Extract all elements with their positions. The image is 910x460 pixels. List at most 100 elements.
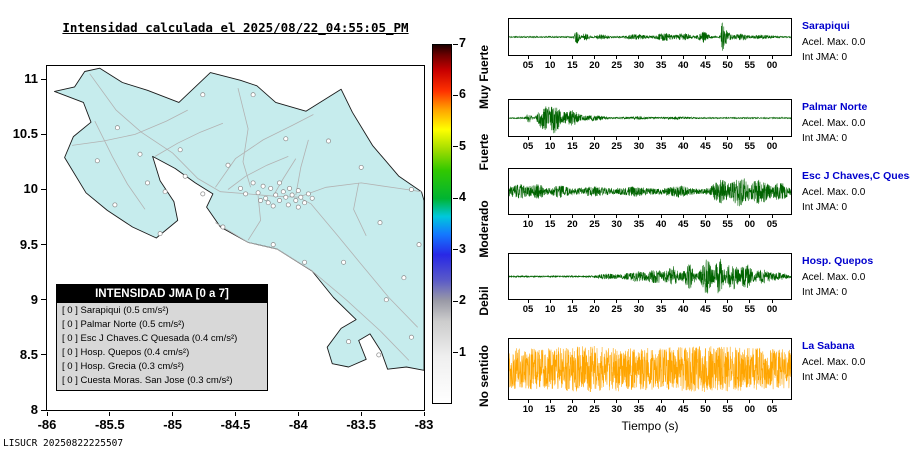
time-tickmark [771,56,773,59]
time-tick-label: 05 [522,60,534,71]
station-dot [268,185,274,191]
station-dot [162,189,168,195]
y-axis-tickmark [41,244,46,246]
time-tickmark [749,56,751,59]
time-tick-label: 35 [655,60,667,71]
road-line [215,222,410,361]
time-tickmark [771,137,773,140]
colorbar-tick-label: 4 [459,190,466,205]
station-dot [302,259,308,265]
legend-intensity-value: [ 0 ] [62,346,81,358]
colorbar-category-label: Fuerte [477,133,491,171]
seismogram-panel-la-sabana: 10 15 20 25 30 35 40 45 50 55 00 05 La Sabana Acel.… [508,338,910,416]
legend-intensity-value: [ 0 ] [62,360,81,372]
legend-intensity-value: [ 0 ] [62,304,81,316]
generation-timestamp: LISUCR 20250822225507 [3,438,124,449]
station-dot [182,173,188,179]
time-tick-label: 30 [633,304,645,315]
time-tickmark [549,137,551,140]
time-tickmark [638,137,640,140]
road-line [247,196,262,241]
x-axis-tick-label: -83.5 [346,417,376,432]
time-tickmark [549,400,551,403]
station-dot [277,198,282,203]
x-axis-tickmark [360,412,362,416]
seismogram-plot [508,168,792,215]
waveform-trace [509,345,791,393]
colorbar-tickmark [453,43,458,45]
road-line [272,158,297,197]
time-tick-label: 00 [744,219,756,230]
seismogram-time-axis: 05 10 15 20 25 30 35 40 45 50 55 00 [508,56,792,72]
time-tickmark [549,300,551,303]
x-axis-tick-label: -84.5 [220,417,251,432]
time-tick-label: 10 [522,219,534,230]
colorbar-tick-label: 5 [459,138,466,153]
legend-entry: [ 0 ] Esc J Chaves.C Quesada (0.4 cm/s²) [57,331,267,345]
station-int-jma: Int JMA: 0 [802,52,848,63]
x-axis-tick-label: -83 [414,417,434,432]
time-tick-label: 35 [633,404,645,415]
road-line [154,122,224,157]
seismogram-time-axis: 05 10 15 20 25 30 35 40 45 50 55 00 [508,137,792,153]
legend-entry: [ 0 ] Cuesta Moras. San Jose (0.3 cm/s²) [57,373,267,387]
time-tick-label: 25 [589,219,600,230]
colorbar-tick-label: 2 [459,293,466,308]
y-axis-tickmark [41,188,46,190]
road-line [215,114,314,188]
time-tick-label: 40 [677,141,689,152]
y-axis-tickmark [41,133,46,135]
station-name: Esc J Chaves,C Quesada [802,170,910,182]
time-tick-label: 10 [544,141,556,152]
station-int-jma: Int JMA: 0 [802,133,848,144]
time-tickmark [727,400,729,403]
time-tickmark [616,300,618,303]
road-line [94,120,146,210]
time-tickmark [638,215,640,218]
time-tick-label: 30 [611,219,622,230]
time-tickmark [571,300,573,303]
time-tickmark [527,400,529,403]
station-dot [94,158,100,164]
seismogram-panel-palmar-norte: 05 10 15 20 25 30 35 40 45 50 55 00 Palmar Norte Ac… [508,99,910,153]
station-dot [260,183,266,189]
station-dot [238,185,243,191]
time-tickmark [727,300,729,303]
time-tick-label: 45 [677,219,689,230]
time-tickmark [616,56,618,59]
seismogram-waveform [509,258,791,294]
legend-station-label: Hosp. Grecia (0.3 cm/s²) [80,360,184,372]
time-tickmark [616,400,618,403]
x-axis-tickmark [297,412,299,416]
time-tickmark [660,56,662,59]
time-tickmark [594,215,596,218]
station-info: Hosp. Quepos Acel. Max. 0.0 Int JMA: 0 [802,255,910,302]
station-dot [112,202,118,208]
legend-station-label: Palmar Norte (0.5 cm/s²) [80,318,185,330]
station-dot [377,220,383,226]
x-axis-tickmark [172,412,174,416]
time-tickmark [571,215,573,218]
station-info: Sarapiqui Acel. Max. 0.0 Int JMA: 0 [802,20,910,67]
seismogram-plot [508,338,792,400]
time-tick-label: 00 [766,304,778,315]
time-tickmark [704,300,706,303]
time-tick-label: 30 [611,404,622,415]
road-line [310,203,418,328]
time-tickmark [682,215,684,218]
station-dot [376,352,382,358]
time-tickmark [749,300,751,303]
station-info: Esc J Chaves,C Quesada Acel. Max. 0.0 In… [802,170,910,217]
time-tick-label: 45 [700,141,711,152]
x-axis-tickmark [46,412,48,416]
station-int-jma: Int JMA: 0 [802,202,848,213]
station-dot [298,194,304,200]
legend-title: INTENSIDAD JMA [0 a 7] [57,285,267,303]
station-info: La Sabana Acel. Max. 0.0 Int JMA: 0 [802,340,910,387]
station-int-jma: Int JMA: 0 [802,287,848,298]
x-axis-tickmark [423,412,425,416]
time-tickmark [594,56,596,59]
station-dot [157,231,163,237]
station-dot [408,187,414,192]
